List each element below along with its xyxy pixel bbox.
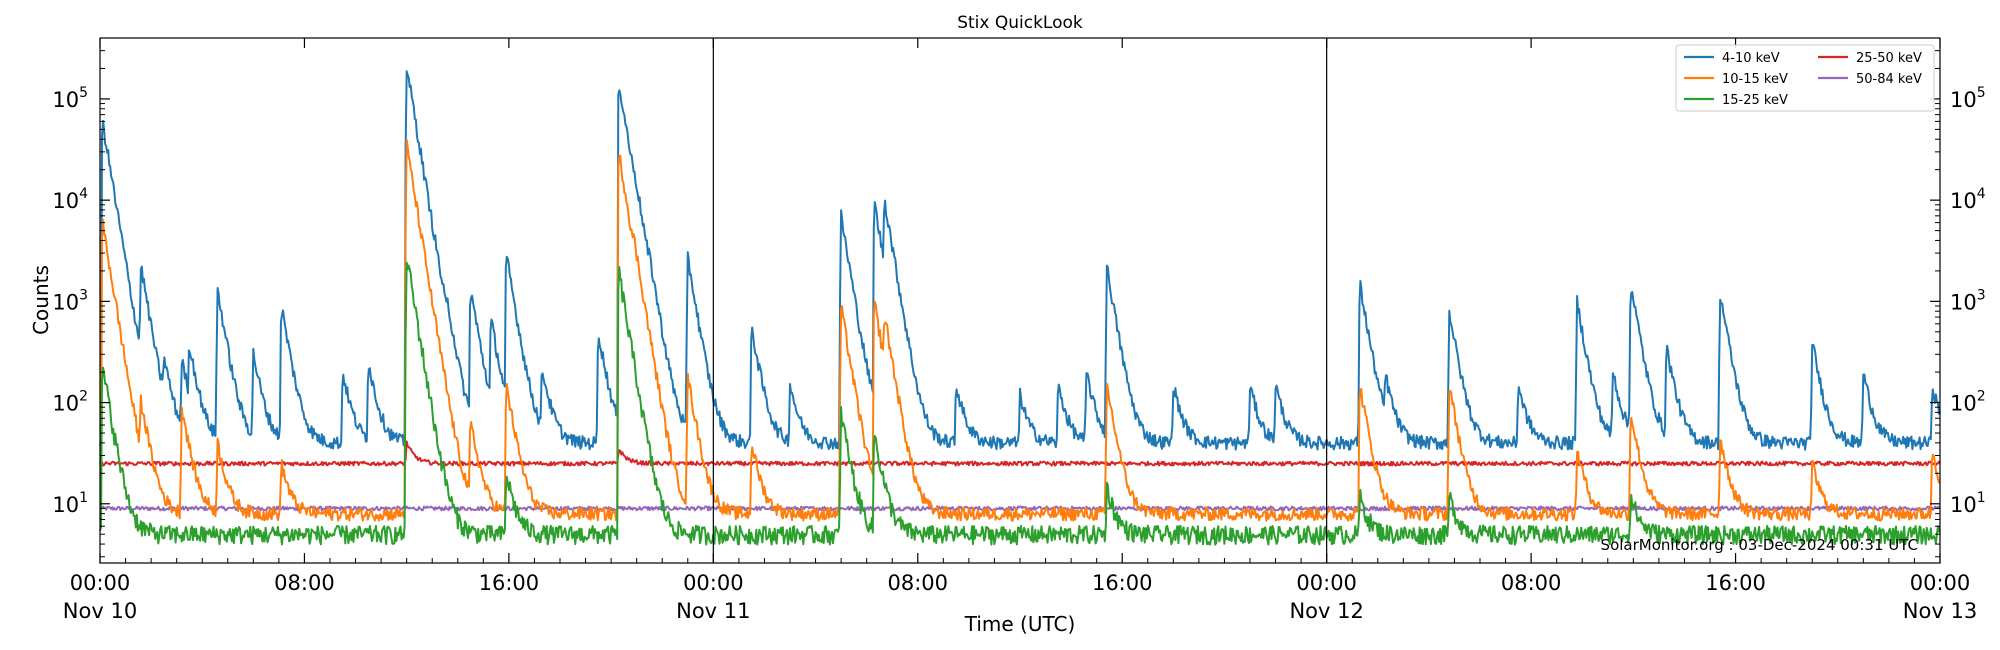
- legend-label: 4-10 keV: [1722, 51, 1780, 66]
- series-line-4-10-kev: [99, 70, 1941, 451]
- legend: 4-10 keV 10-15 keV 15-25 keV 25-50 keV 50-84…: [1675, 44, 1935, 112]
- legend-label: 50-84 keV: [1856, 72, 1922, 87]
- y-tick-label-right: 101: [1950, 490, 1986, 517]
- x-tick-time: 16:00: [1092, 571, 1153, 595]
- source-annotation: SolarMonitor.org : 03-Dec-2024 00:31 UTC: [1601, 536, 1918, 554]
- legend-box: [1675, 44, 1935, 112]
- day-boundaries: [712, 38, 1328, 563]
- x-tick-time: 16:00: [1705, 571, 1766, 595]
- series-line-10-15-kev: [99, 138, 1941, 522]
- series-line-15-25-kev: [99, 261, 1941, 546]
- y-tick-label-right: 103: [1950, 287, 1986, 314]
- y-axis-label: Counts: [29, 265, 53, 335]
- x-tick-date: Nov 10: [63, 599, 137, 623]
- y-tick-label-right: 104: [1950, 186, 1986, 213]
- x-ticks: 00:00 Nov 10 08:00 16:00 00:00 Nov 11 08:00 16:…: [63, 38, 1977, 623]
- series-layer: [99, 70, 1941, 546]
- y-tick-label: 103: [52, 287, 88, 314]
- series-line-25-50-kev: [99, 440, 1941, 467]
- x-tick-time: 00:00: [1910, 571, 1971, 595]
- x-tick-time: 00:00: [683, 571, 744, 595]
- legend-label: 25-50 keV: [1856, 51, 1922, 66]
- y-tick-label: 105: [52, 85, 88, 112]
- y-tick-label-right: 102: [1950, 389, 1986, 416]
- plot-frame: [99, 37, 1941, 564]
- x-tick-time: 00:00: [70, 571, 131, 595]
- y-tick-label: 101: [52, 490, 88, 517]
- chart-title: Stix QuickLook: [957, 13, 1083, 33]
- x-axis-label: Time (UTC): [964, 612, 1076, 636]
- series-line-50-84-kev: [99, 505, 1941, 512]
- y-tick-label: 102: [52, 389, 88, 416]
- y-ticks: 101 101 102 102 103 103 104 104 105 105: [52, 37, 1986, 558]
- y-tick-label: 104: [52, 186, 88, 213]
- x-tick-time: 08:00: [888, 571, 949, 595]
- x-tick-date: Nov 13: [1903, 599, 1977, 623]
- legend-label: 10-15 keV: [1722, 72, 1788, 87]
- x-tick-time: 00:00: [1296, 571, 1357, 595]
- y-tick-label-right: 105: [1950, 85, 1986, 112]
- x-tick-date: Nov 11: [676, 599, 750, 623]
- x-tick-time: 16:00: [479, 571, 540, 595]
- x-tick-time: 08:00: [1501, 571, 1562, 595]
- x-tick-time: 08:00: [274, 571, 335, 595]
- legend-label: 15-25 keV: [1722, 93, 1788, 108]
- x-tick-date: Nov 12: [1289, 599, 1363, 623]
